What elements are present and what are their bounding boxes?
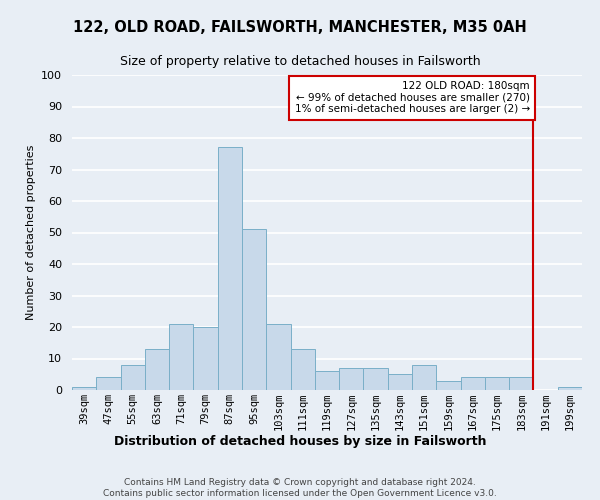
- Bar: [193, 327, 218, 390]
- Bar: [485, 378, 509, 390]
- Bar: [96, 378, 121, 390]
- Bar: [169, 324, 193, 390]
- Bar: [339, 368, 364, 390]
- Text: Contains HM Land Registry data © Crown copyright and database right 2024.
Contai: Contains HM Land Registry data © Crown c…: [103, 478, 497, 498]
- Text: 122, OLD ROAD, FAILSWORTH, MANCHESTER, M35 0AH: 122, OLD ROAD, FAILSWORTH, MANCHESTER, M…: [73, 20, 527, 35]
- Bar: [218, 148, 242, 390]
- Bar: [242, 230, 266, 390]
- Text: Distribution of detached houses by size in Failsworth: Distribution of detached houses by size …: [114, 435, 486, 448]
- Text: 122 OLD ROAD: 180sqm
← 99% of detached houses are smaller (270)
1% of semi-detac: 122 OLD ROAD: 180sqm ← 99% of detached h…: [295, 82, 530, 114]
- Bar: [558, 387, 582, 390]
- Bar: [315, 371, 339, 390]
- Bar: [364, 368, 388, 390]
- Bar: [509, 378, 533, 390]
- Y-axis label: Number of detached properties: Number of detached properties: [26, 145, 36, 320]
- Bar: [290, 349, 315, 390]
- Text: Size of property relative to detached houses in Failsworth: Size of property relative to detached ho…: [119, 55, 481, 68]
- Bar: [388, 374, 412, 390]
- Bar: [145, 349, 169, 390]
- Bar: [461, 378, 485, 390]
- Bar: [266, 324, 290, 390]
- Bar: [121, 365, 145, 390]
- Bar: [72, 387, 96, 390]
- Bar: [436, 380, 461, 390]
- Bar: [412, 365, 436, 390]
